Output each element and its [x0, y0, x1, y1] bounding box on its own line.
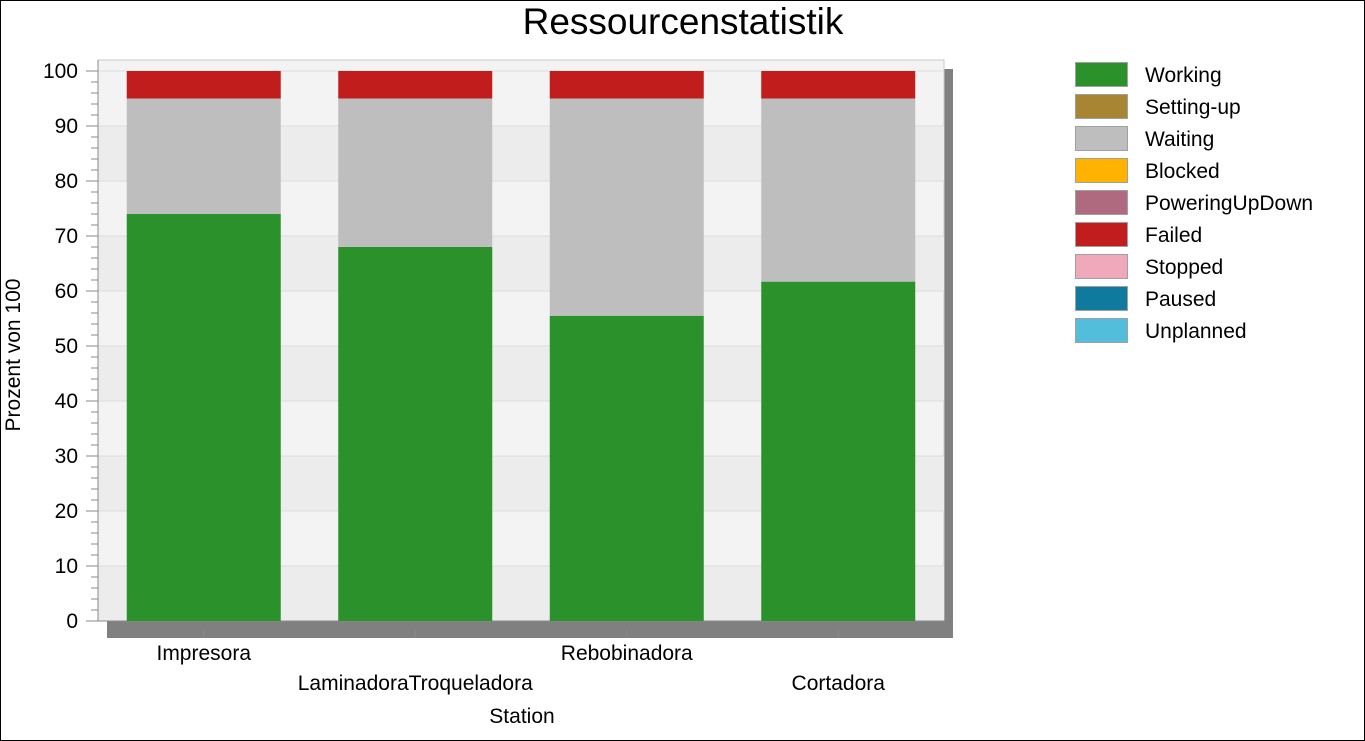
legend: Working Setting-up Waiting Blocked PoweringU…	[1075, 62, 1313, 343]
legend-swatch-failed	[1075, 222, 1128, 247]
legend-swatch-waiting	[1075, 126, 1128, 151]
y-tick-label: 90	[55, 115, 78, 138]
y-tick-label: 40	[55, 390, 78, 413]
y-tick-label: 20	[55, 500, 78, 523]
legend-label-working: Working	[1145, 64, 1222, 87]
bar-segment-working	[338, 247, 493, 621]
legend-label-blocked: Blocked	[1145, 160, 1220, 183]
chart-title: Ressourcenstatistik	[523, 1, 844, 42]
bar-segment-working	[549, 315, 704, 621]
plot-area: 0 10 20 30 40 50 60 70 80 90 100 Impresora Laminador…	[43, 59, 953, 695]
bar-segment-failed	[126, 71, 281, 99]
bar-segment-working	[126, 214, 281, 621]
y-tick-label: 0	[66, 610, 78, 633]
legend-label-failed: Failed	[1145, 224, 1202, 247]
x-tick-label: Impresora	[156, 642, 251, 665]
legend-label-setting-up: Setting-up	[1145, 96, 1241, 119]
x-tick-label: Cortadora	[792, 672, 886, 695]
x-tick-label: LaminadoraTroqueladora	[298, 672, 533, 695]
legend-swatch-poweringupdown	[1075, 190, 1128, 215]
legend-swatch-unplanned	[1075, 318, 1128, 343]
legend-label-unplanned: Unplanned	[1145, 320, 1247, 343]
bar-segment-failed	[338, 71, 493, 99]
y-tick-label: 100	[43, 60, 78, 83]
legend-label-paused: Paused	[1145, 288, 1216, 311]
legend-swatch-stopped	[1075, 254, 1128, 279]
x-axis-title: Station	[489, 705, 554, 728]
legend-swatch-working	[1075, 62, 1128, 87]
y-tick-label: 10	[55, 555, 78, 578]
y-tick-label: 80	[55, 170, 78, 193]
bar-segment-waiting	[761, 98, 916, 282]
legend-swatch-blocked	[1075, 158, 1128, 183]
y-axis-title: Prozent von 100	[2, 279, 25, 432]
legend-label-waiting: Waiting	[1145, 128, 1214, 151]
y-tick-label: 50	[55, 335, 78, 358]
y-tick-label: 70	[55, 225, 78, 248]
legend-swatch-setting-up	[1075, 94, 1128, 119]
bar-segment-waiting	[338, 98, 493, 247]
y-tick-label: 60	[55, 280, 78, 303]
bar-segment-failed	[761, 71, 916, 99]
bar-segment-failed	[549, 71, 704, 99]
y-tick-label: 30	[55, 445, 78, 468]
legend-label-poweringupdown: PoweringUpDown	[1145, 192, 1313, 215]
bar-segment-waiting	[549, 98, 704, 316]
x-tick-label: Rebobinadora	[561, 642, 693, 665]
bar-segment-waiting	[126, 98, 281, 214]
legend-swatch-paused	[1075, 286, 1128, 311]
legend-label-stopped: Stopped	[1145, 256, 1223, 279]
bar-segment-working	[761, 281, 916, 621]
